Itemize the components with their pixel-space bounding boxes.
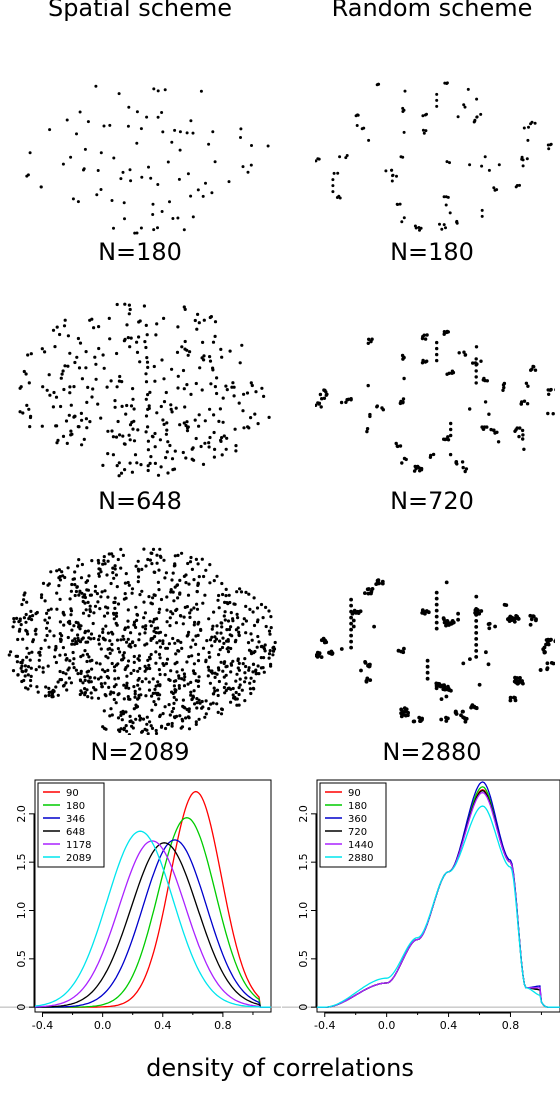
point-cloud (315, 578, 555, 724)
legend-label: 1178 (66, 840, 91, 851)
y-tick-label: 0.5 (297, 950, 310, 968)
y-tick-label: 1.0 (297, 902, 310, 920)
spatial-scatter-2089 (7, 547, 277, 735)
spatial-scheme-title: Spatial scheme (47, 0, 233, 22)
x-axis: -0.4 0.0 0.4 0.8 (32, 1012, 254, 1032)
series-line-346 (35, 839, 271, 1008)
legend-label: 180 (348, 801, 367, 812)
x-axis: -0.4 0.0 0.4 0.8 (314, 1012, 542, 1032)
y-axis: 0 0.5 1.0 1.5 2.0 (297, 805, 317, 1011)
y-tick-label: 1.0 (15, 902, 28, 920)
legend-label: 90 (348, 788, 361, 799)
legend-box (37, 782, 105, 868)
spatial-scatter-180 (25, 84, 270, 235)
legend: 90 180 360 720 1440 2880 (319, 782, 387, 868)
x-tick-label: 0.0 (94, 1019, 112, 1032)
random-scatter-180 (315, 81, 553, 232)
plot-frame (34, 779, 272, 1013)
point-cloud (7, 547, 277, 735)
series-line-648 (35, 842, 271, 1008)
spatial-density-chart: -0.4 0.0 0.4 0.8 0 0.5 1.0 1.5 2.0 90 180 346 648 117… (0, 779, 281, 1032)
x-axis-caption: density of correlations (146, 1054, 414, 1082)
plot-frame (316, 779, 560, 1013)
random-scheme-title: Random scheme (331, 0, 533, 22)
legend: 90 180 346 648 1178 2089 (37, 782, 105, 868)
x-tick-label: 0.8 (502, 1019, 519, 1032)
y-tick-label: 2.0 (297, 805, 310, 823)
x-tick-label: -0.4 (314, 1019, 335, 1032)
x-tick-label: 0.8 (214, 1019, 232, 1032)
legend-box (319, 782, 387, 868)
legend-label: 2880 (348, 853, 373, 864)
legend-label: 648 (66, 827, 85, 838)
spatial-scatter-648 (18, 302, 271, 478)
series-line-1178 (34, 840, 271, 1008)
legend-label: 346 (66, 814, 85, 825)
legend-label: 720 (348, 827, 367, 838)
spatial-n-label-1: N=180 (98, 238, 182, 266)
y-tick-label: 1.5 (297, 853, 310, 871)
x-tick-label: -0.4 (32, 1019, 53, 1032)
random-n-label-2: N=720 (390, 487, 474, 515)
x-tick-label: 0.0 (378, 1019, 396, 1032)
legend-label: 180 (66, 801, 85, 812)
y-tick-label: 1.5 (15, 853, 28, 871)
legend-label: 2089 (66, 853, 91, 864)
spatial-n-label-3: N=2089 (90, 738, 190, 766)
x-tick-label: 0.4 (154, 1019, 172, 1032)
legend-label: 360 (348, 814, 367, 825)
y-axis: 0 0.5 1.0 1.5 2.0 (15, 805, 35, 1011)
series-line-2089 (34, 830, 271, 1008)
spatial-n-label-2: N=648 (98, 487, 182, 515)
random-density-chart: -0.4 0.0 0.4 0.8 0 0.5 1.0 1.5 2.0 90 180 360 720 144… (282, 779, 560, 1032)
random-scatter-2880 (315, 578, 555, 724)
y-tick-label: 2.0 (15, 805, 28, 823)
random-n-label-1: N=180 (390, 238, 474, 266)
random-scatter-720 (315, 329, 555, 474)
x-tick-label: 0.4 (440, 1019, 458, 1032)
random-n-label-3: N=2880 (382, 738, 482, 766)
series-line-2880 (317, 805, 560, 1008)
point-cloud (315, 81, 553, 232)
y-tick-label: 0.5 (15, 950, 28, 968)
series-lines (34, 790, 271, 1008)
legend-label: 1440 (348, 840, 373, 851)
y-tick-label: 0 (15, 1004, 28, 1011)
point-cloud (18, 302, 271, 478)
legend-label: 90 (66, 788, 79, 799)
series-lines (317, 781, 560, 1008)
y-tick-label: 0 (297, 1004, 310, 1011)
point-cloud (315, 329, 555, 474)
series-line-180 (35, 817, 271, 1008)
point-cloud (25, 84, 270, 235)
